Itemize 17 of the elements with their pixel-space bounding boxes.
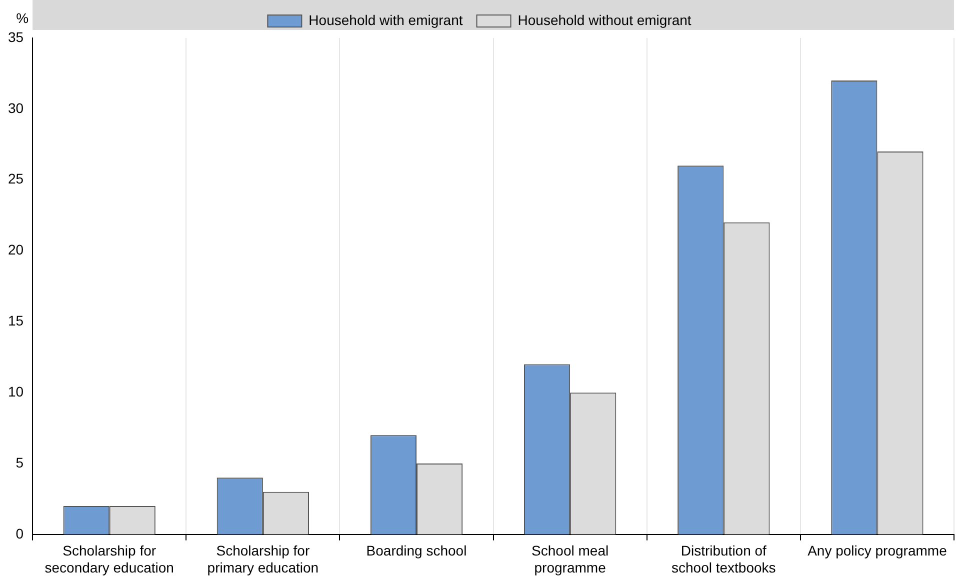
y-tick-label: 0 [16, 525, 24, 542]
y-tick-label: 15 [8, 312, 24, 329]
y-tick-label: 5 [16, 454, 24, 470]
x-tick-label: School meal programme [532, 542, 609, 576]
legend-label: Household without emigrant [518, 12, 692, 28]
y-tick-label: 20 [8, 242, 24, 258]
x-tick-label: Scholarship for secondary education [44, 542, 174, 576]
x-tick-label: Any policy programme [808, 542, 948, 559]
x-tick-label: Boarding school [366, 542, 467, 559]
y-tick-label: 30 [8, 100, 24, 116]
legend-label: Household with emigrant [308, 12, 463, 28]
x-tick-label: Scholarship for primary education [207, 542, 319, 576]
y-axis-title: % [16, 10, 29, 26]
y-tick-label: 35 [8, 28, 24, 45]
y-tick-label: 10 [8, 383, 24, 400]
y-tick-label: 25 [8, 170, 24, 187]
x-tick-label: Distribution of school textbooks [671, 542, 776, 576]
